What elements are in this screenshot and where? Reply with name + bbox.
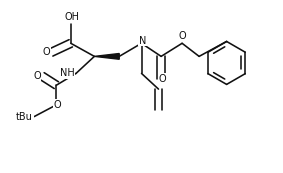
Text: O: O [159, 74, 166, 84]
Text: O: O [42, 47, 50, 57]
Text: tBu: tBu [16, 112, 33, 122]
Text: O: O [33, 71, 41, 81]
Text: OH: OH [65, 12, 80, 22]
Text: N: N [139, 36, 147, 46]
Polygon shape [94, 53, 119, 59]
Text: O: O [178, 31, 186, 41]
Text: NH: NH [60, 68, 75, 78]
Text: O: O [54, 100, 61, 110]
